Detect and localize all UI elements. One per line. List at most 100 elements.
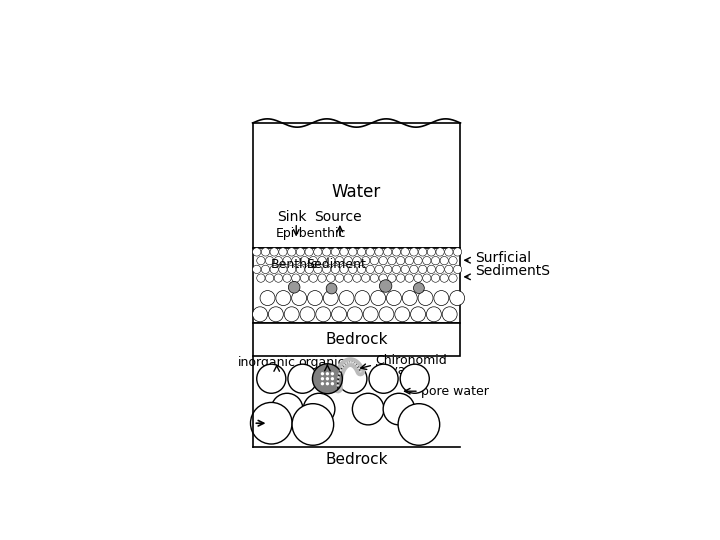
Circle shape <box>261 265 269 274</box>
Circle shape <box>257 364 286 393</box>
Circle shape <box>418 248 427 256</box>
Bar <box>253 248 461 322</box>
Circle shape <box>309 256 318 265</box>
Circle shape <box>323 291 338 306</box>
Circle shape <box>358 367 360 370</box>
Circle shape <box>292 274 300 282</box>
Text: pore water: pore water <box>421 384 489 397</box>
Circle shape <box>348 265 357 274</box>
Circle shape <box>392 248 400 256</box>
Circle shape <box>402 291 417 306</box>
Circle shape <box>323 265 330 274</box>
Circle shape <box>454 248 462 256</box>
Circle shape <box>276 291 291 306</box>
Circle shape <box>361 256 370 265</box>
Circle shape <box>375 248 383 256</box>
Circle shape <box>330 372 334 375</box>
Circle shape <box>410 265 418 274</box>
Text: Epi-benthic: Epi-benthic <box>276 227 346 240</box>
Circle shape <box>340 248 348 256</box>
Circle shape <box>321 377 324 380</box>
Circle shape <box>370 274 379 282</box>
Circle shape <box>337 376 340 379</box>
Text: Water: Water <box>332 183 381 201</box>
Circle shape <box>336 274 343 282</box>
Circle shape <box>325 372 329 375</box>
Circle shape <box>434 291 449 306</box>
Circle shape <box>387 256 396 265</box>
Circle shape <box>325 377 329 380</box>
Circle shape <box>253 307 268 322</box>
Circle shape <box>348 248 357 256</box>
Circle shape <box>450 291 464 306</box>
Circle shape <box>414 274 422 282</box>
Circle shape <box>436 248 444 256</box>
Text: Surficial: Surficial <box>475 251 531 265</box>
Circle shape <box>371 291 386 306</box>
Circle shape <box>383 393 415 425</box>
Circle shape <box>379 307 394 322</box>
Circle shape <box>440 274 449 282</box>
Circle shape <box>413 282 424 293</box>
Circle shape <box>387 274 396 282</box>
Circle shape <box>410 307 426 322</box>
Text: Benthic: Benthic <box>271 258 318 271</box>
Circle shape <box>323 248 330 256</box>
Circle shape <box>314 265 322 274</box>
Circle shape <box>270 265 279 274</box>
Circle shape <box>257 274 265 282</box>
Circle shape <box>344 256 352 265</box>
Circle shape <box>357 248 366 256</box>
Circle shape <box>431 274 440 282</box>
Circle shape <box>356 364 359 367</box>
Circle shape <box>431 256 440 265</box>
Circle shape <box>449 274 457 282</box>
Circle shape <box>288 281 300 293</box>
Circle shape <box>321 382 324 386</box>
Circle shape <box>405 274 413 282</box>
Text: Sink: Sink <box>277 210 307 224</box>
Circle shape <box>296 248 305 256</box>
Circle shape <box>296 265 305 274</box>
Circle shape <box>352 361 354 364</box>
Circle shape <box>330 382 334 386</box>
Circle shape <box>366 265 374 274</box>
Circle shape <box>266 274 274 282</box>
Circle shape <box>331 248 339 256</box>
Circle shape <box>445 265 453 274</box>
Circle shape <box>274 274 282 282</box>
Circle shape <box>270 248 279 256</box>
Text: Chironomid: Chironomid <box>375 354 447 367</box>
Circle shape <box>284 307 299 322</box>
Circle shape <box>305 265 313 274</box>
Circle shape <box>427 248 436 256</box>
Circle shape <box>357 265 366 274</box>
Circle shape <box>341 366 343 368</box>
Circle shape <box>405 256 413 265</box>
Circle shape <box>414 256 422 265</box>
Circle shape <box>427 265 436 274</box>
Circle shape <box>316 307 330 322</box>
Circle shape <box>332 307 346 322</box>
Circle shape <box>379 280 392 292</box>
Circle shape <box>344 274 352 282</box>
Circle shape <box>370 256 379 265</box>
Circle shape <box>384 248 392 256</box>
Circle shape <box>375 265 383 274</box>
Circle shape <box>338 372 341 375</box>
Bar <box>253 322 461 356</box>
Circle shape <box>336 256 343 265</box>
Circle shape <box>288 364 317 393</box>
Circle shape <box>426 307 441 322</box>
Circle shape <box>353 256 361 265</box>
Circle shape <box>384 265 392 274</box>
Circle shape <box>266 256 274 265</box>
Text: SedimentS: SedimentS <box>475 264 550 278</box>
Circle shape <box>387 291 402 306</box>
Circle shape <box>397 256 405 265</box>
Circle shape <box>340 265 348 274</box>
Circle shape <box>253 265 261 274</box>
Text: inorganic: inorganic <box>238 356 296 369</box>
Circle shape <box>303 393 335 425</box>
Circle shape <box>300 256 309 265</box>
